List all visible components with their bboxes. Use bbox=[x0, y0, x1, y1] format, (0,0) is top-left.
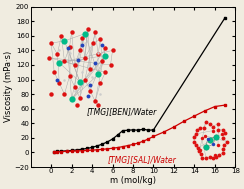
Text: [TMG][SAL]/Water: [TMG][SAL]/Water bbox=[107, 155, 176, 164]
Text: [TMG][BEN]/Water: [TMG][BEN]/Water bbox=[87, 108, 157, 117]
Y-axis label: Viscosity (mPa·s): Viscosity (mPa·s) bbox=[4, 51, 13, 122]
X-axis label: m (mol/kg): m (mol/kg) bbox=[110, 176, 156, 185]
